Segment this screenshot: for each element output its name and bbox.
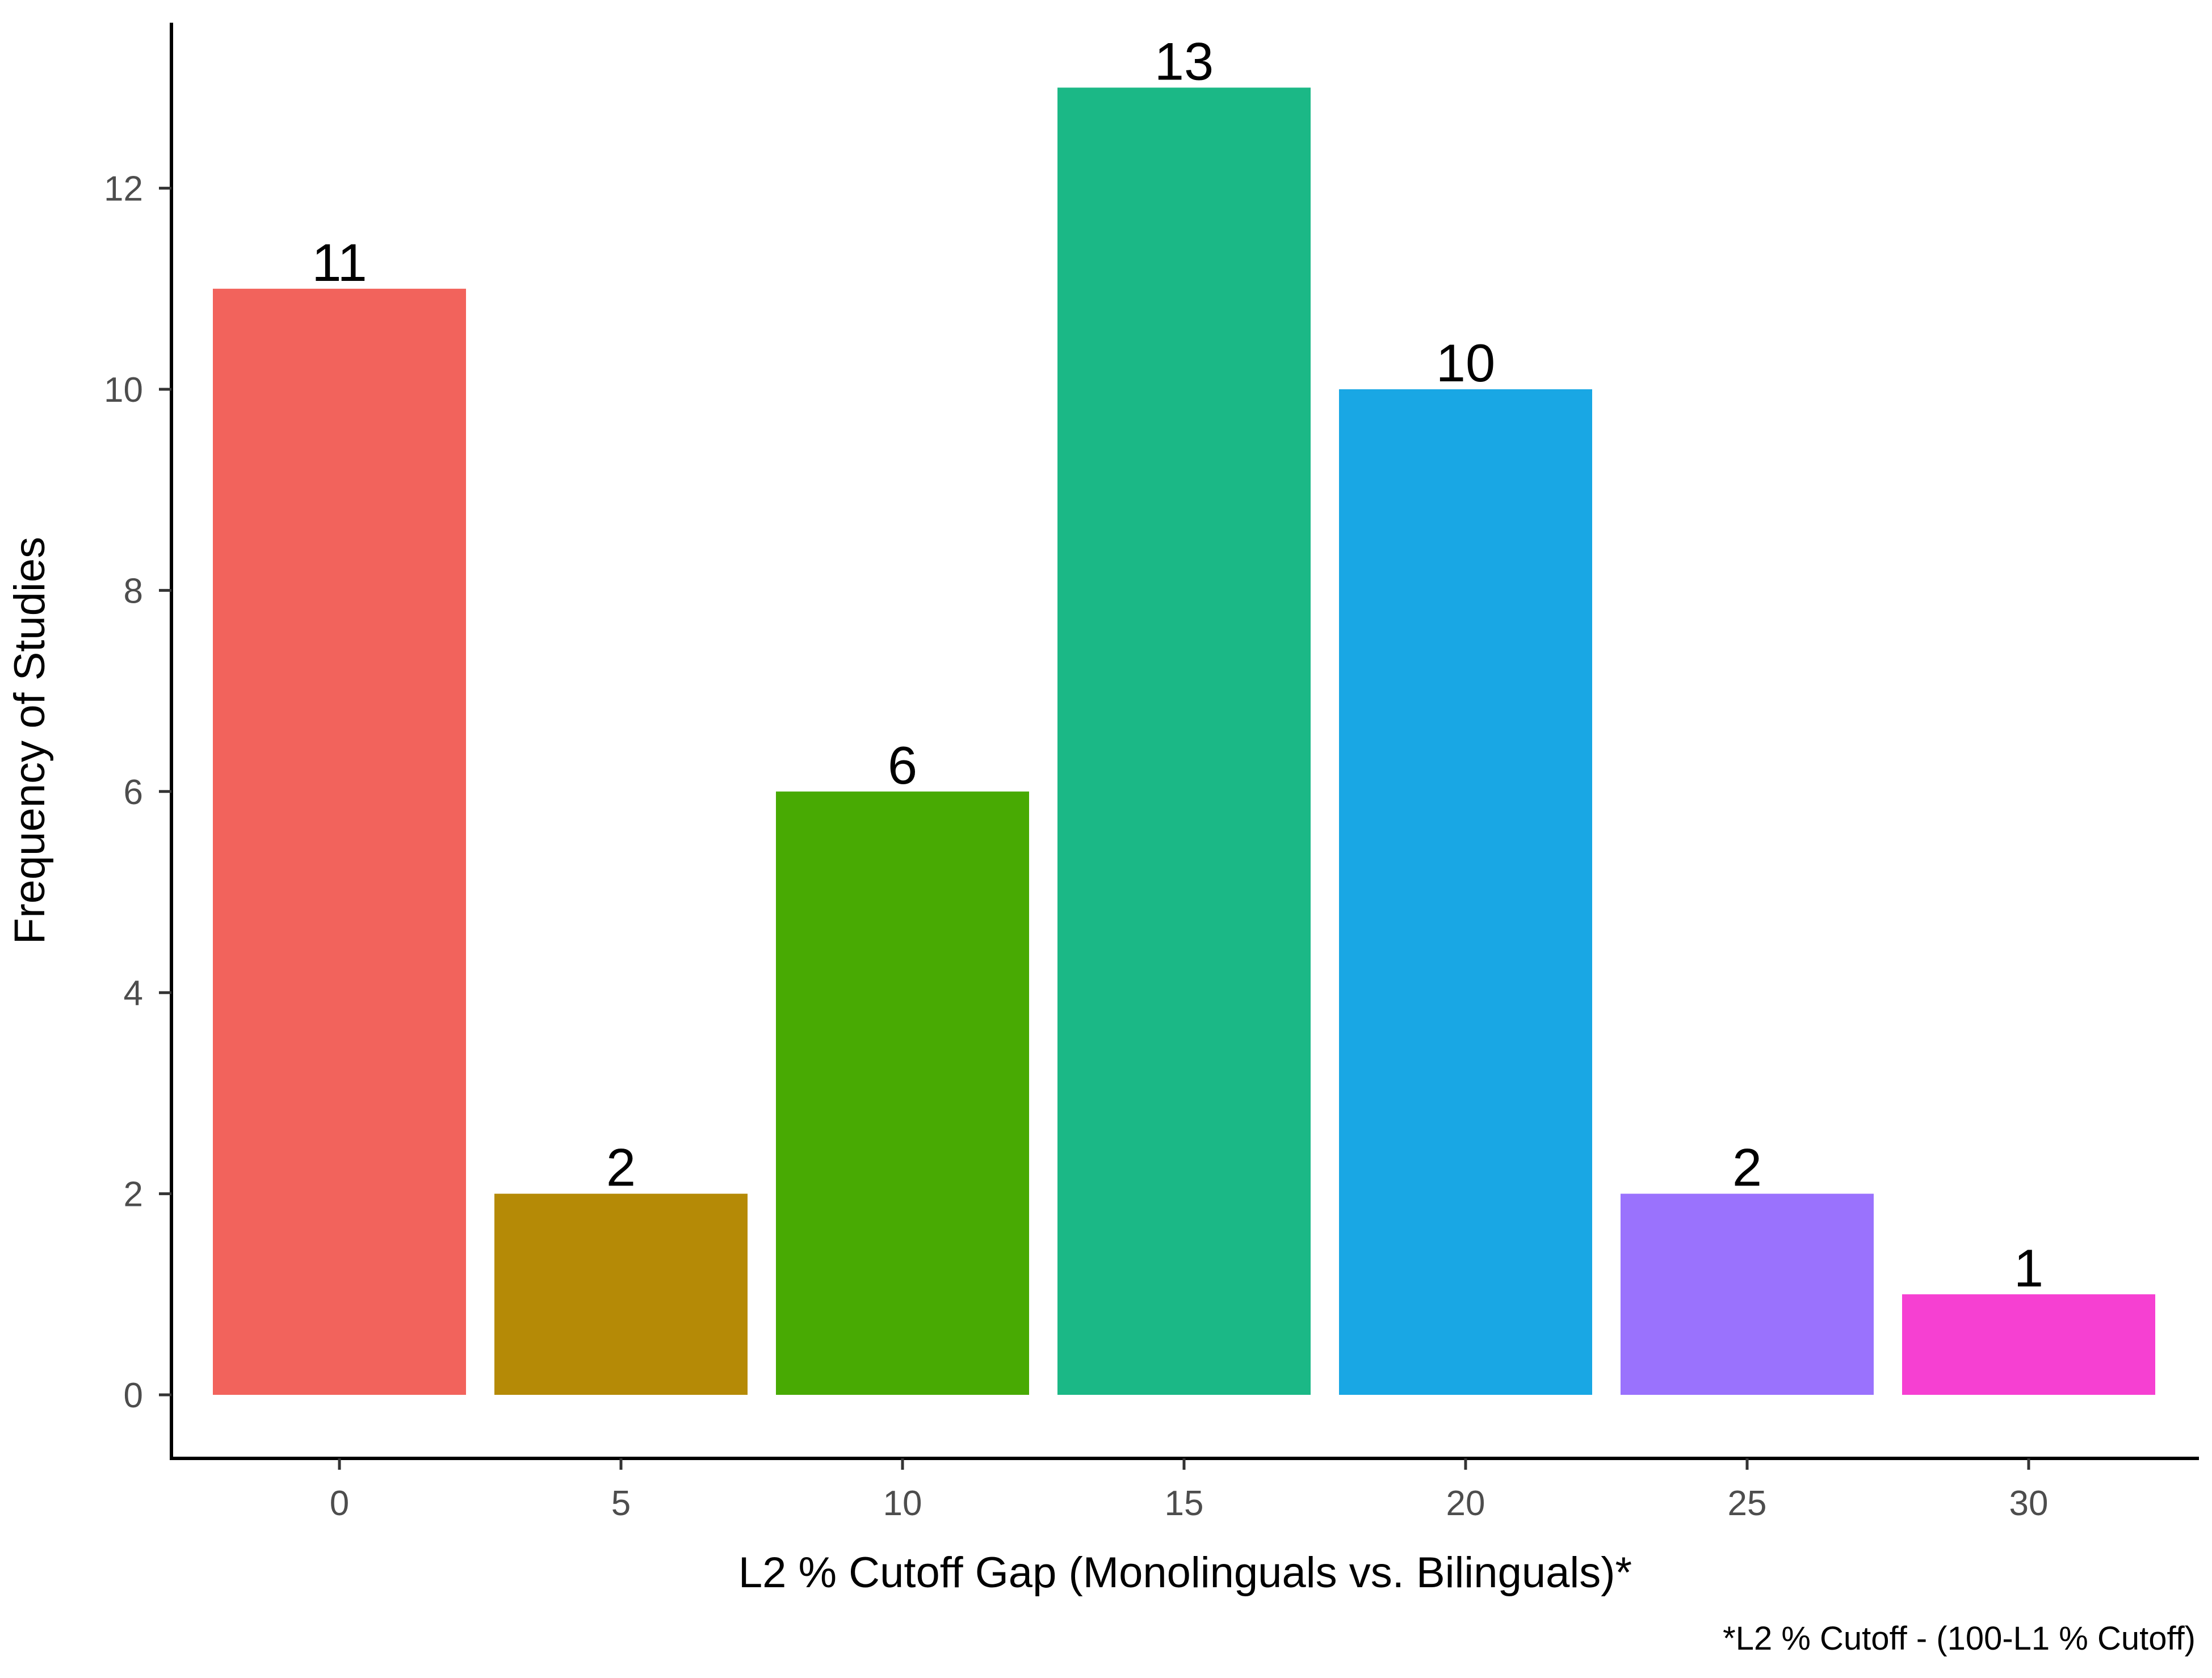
y-axis-title: Frequency of Studies — [6, 537, 54, 944]
bar-labels-layer: 11 2 6 13 10 2 1 — [312, 31, 2043, 1297]
chart-caption: *L2 % Cutoff - (100-L1 % Cutoff) — [1723, 1620, 2196, 1657]
data-label-30: 1 — [2014, 1238, 2043, 1298]
bar-30 — [1902, 1294, 2155, 1395]
data-label-15: 13 — [1155, 31, 1214, 91]
y-tick-label-4: 4 — [124, 974, 143, 1013]
y-tick-label-2: 2 — [124, 1175, 143, 1214]
data-label-0: 11 — [312, 233, 367, 292]
x-axis-title: L2 % Cutoff Gap (Monolinguals vs. Biling… — [738, 1549, 1632, 1597]
bar-25 — [1621, 1193, 1874, 1395]
bar-15 — [1057, 87, 1311, 1395]
bars-layer — [213, 87, 2155, 1395]
data-label-25: 2 — [1732, 1138, 1762, 1197]
bar-20 — [1339, 389, 1592, 1395]
x-tick-label-0: 0 — [330, 1484, 349, 1523]
y-tick-label-6: 6 — [124, 773, 143, 812]
data-label-10: 6 — [888, 735, 917, 795]
x-tick-label-15: 15 — [1165, 1484, 1204, 1523]
bar-0 — [213, 288, 466, 1395]
y-tick-label-0: 0 — [124, 1376, 143, 1415]
y-tick-label-8: 8 — [124, 571, 143, 611]
x-tick-label-10: 10 — [883, 1484, 922, 1523]
bar-10 — [776, 791, 1029, 1395]
x-tick-label-5: 5 — [611, 1484, 631, 1523]
x-tick-label-20: 20 — [1446, 1484, 1485, 1523]
y-tick-label-10: 10 — [104, 371, 143, 410]
y-tick-label-12: 12 — [104, 170, 143, 209]
bar-5 — [494, 1193, 748, 1395]
x-tick-label-25: 25 — [1728, 1484, 1767, 1523]
data-label-5: 2 — [606, 1138, 636, 1197]
x-tick-label-30: 30 — [2009, 1484, 2049, 1523]
data-label-20: 10 — [1436, 333, 1496, 393]
